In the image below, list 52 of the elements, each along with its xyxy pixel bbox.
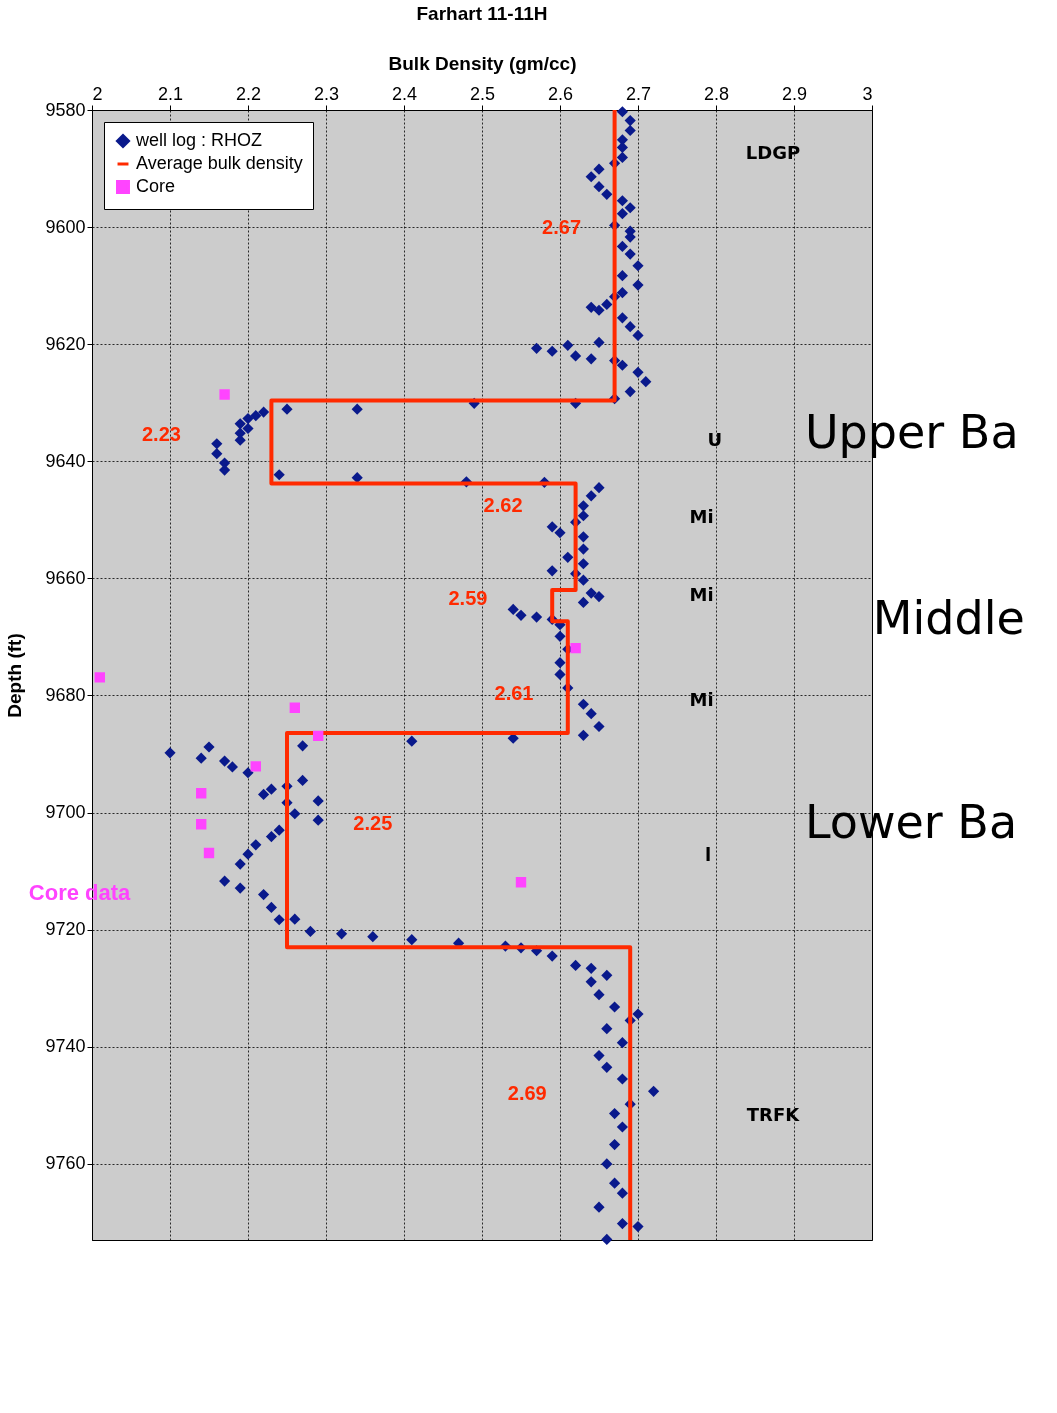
annotation: 2.61 <box>494 682 534 705</box>
x-axis-title: Bulk Density (gm/cc) <box>388 52 577 74</box>
point <box>313 730 324 742</box>
annotation: 2.62 <box>483 493 523 516</box>
point <box>250 761 261 772</box>
annotation: 2.69 <box>507 1082 547 1105</box>
x-tick-label: 2.7 <box>625 83 652 104</box>
point <box>196 819 207 830</box>
y-tick-label: 9580 <box>45 99 86 120</box>
legend-label: Core <box>136 176 176 196</box>
point <box>94 672 105 683</box>
legend-label: Average bulk density <box>136 153 303 173</box>
x-tick-label: 2.6 <box>547 83 574 104</box>
y-tick-label: 9720 <box>45 919 86 940</box>
point <box>289 702 300 713</box>
point <box>196 788 207 799</box>
annotation: 2.67 <box>542 215 582 238</box>
x-tick-label: 2.8 <box>703 83 730 104</box>
point <box>515 877 527 888</box>
annotation: 2.59 <box>448 587 488 610</box>
x-tick-label: 2.3 <box>313 83 340 104</box>
x-tick-label: 3 <box>862 83 873 104</box>
y-tick-label: 9740 <box>45 1036 86 1057</box>
annotation: Mi <box>689 688 714 710</box>
annotation: TRFK <box>746 1103 801 1125</box>
y-tick-label: 9700 <box>45 802 86 823</box>
y-tick-label: 9660 <box>45 567 86 588</box>
y-tick-label: 9760 <box>45 1153 86 1174</box>
point <box>570 642 581 654</box>
y-axis-title: Depth (ft) <box>4 633 26 718</box>
y-tick-label: 9620 <box>45 333 86 354</box>
chart-title: Farhart 11-11H <box>416 3 548 24</box>
annotation: 2.23 <box>141 423 181 446</box>
point <box>219 389 230 400</box>
annotation: Mi <box>689 583 714 605</box>
x-tick-label: 2.1 <box>157 83 184 104</box>
annotation: U <box>707 429 723 451</box>
legend-label: well log : RHOZ <box>135 130 263 150</box>
annotation: LDGP <box>745 142 801 164</box>
x-tick-label: 2.9 <box>781 83 808 104</box>
y-tick-label: 9680 <box>45 684 86 705</box>
x-tick-label: 2 <box>92 83 103 104</box>
point <box>203 847 215 859</box>
y-tick-label: 9640 <box>45 450 86 471</box>
annotation: l <box>705 843 712 865</box>
x-tick-label: 2.4 <box>391 83 418 104</box>
x-tick-label: 2.2 <box>235 83 262 104</box>
annotation: 2.25 <box>353 812 393 835</box>
y-tick-label: 9600 <box>45 216 86 237</box>
x-tick-label: 2.5 <box>469 83 496 104</box>
text: Middle <box>872 590 1025 645</box>
annotation: Mi <box>689 505 714 527</box>
